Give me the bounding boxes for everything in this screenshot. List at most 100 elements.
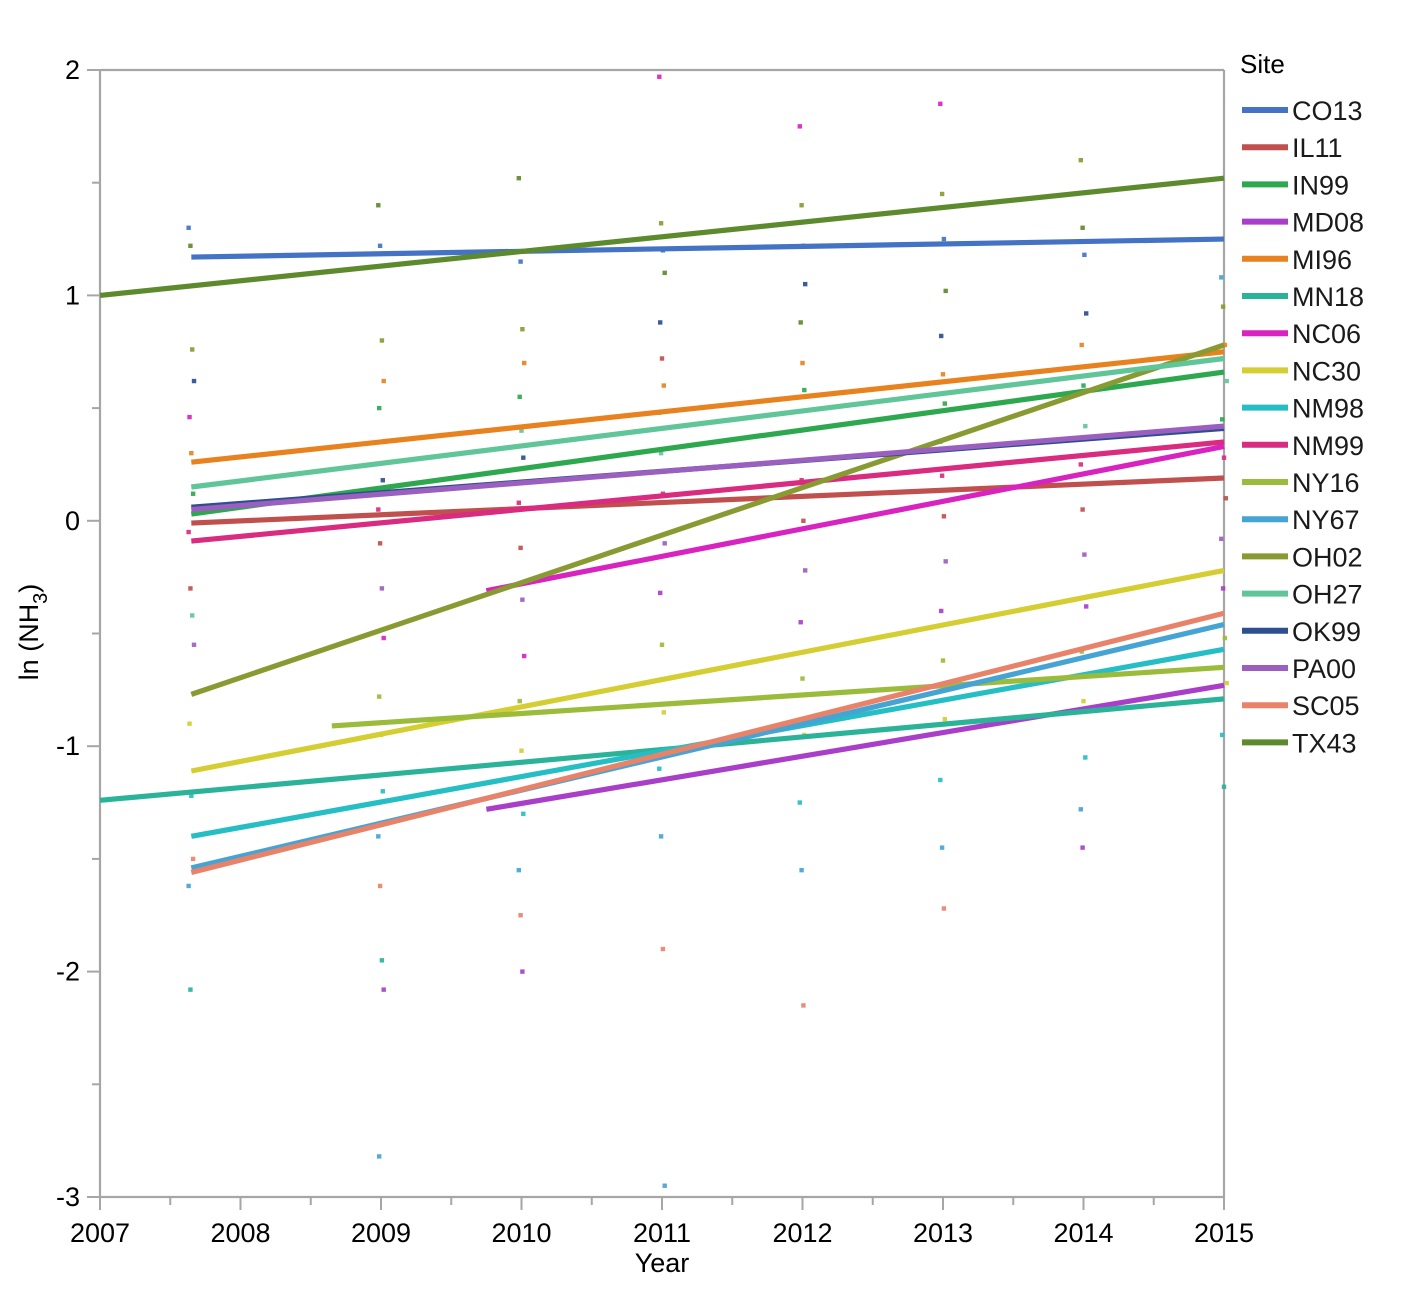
scatter-point <box>1219 536 1224 542</box>
scatter-point <box>190 491 196 496</box>
scatter-point <box>799 203 804 208</box>
scatter-point <box>1080 225 1085 230</box>
scatter-point <box>189 450 194 456</box>
y-axis-tick-labels: -3 -2 -1 0 1 2 <box>56 55 80 1212</box>
x-axis-tick-labels: 2007 2008 2009 2010 2011 2012 2013 2014 2015 <box>70 1218 1254 1248</box>
legend-label-oh02[interactable]: OH02 <box>1292 542 1363 572</box>
scatter-point <box>943 288 948 294</box>
scatter-point <box>376 507 381 512</box>
scatter-point <box>188 987 193 992</box>
legend-label-oh27[interactable]: OH27 <box>1292 580 1363 610</box>
legend-label-ny67[interactable]: NY67 <box>1292 505 1360 535</box>
legend-label-in99[interactable]: IN99 <box>1292 170 1349 200</box>
scatter-point <box>1079 342 1084 348</box>
scatter-point <box>517 698 522 704</box>
legend-label-tx43[interactable]: TX43 <box>1292 728 1357 758</box>
legend-label-nc06[interactable]: NC06 <box>1292 319 1361 349</box>
scatter-point <box>801 518 806 523</box>
legend-label-il11[interactable]: IL11 <box>1292 133 1343 163</box>
scatter-point <box>800 360 805 366</box>
legend-label-md08[interactable]: MD08 <box>1292 208 1364 238</box>
x-axis-title: Year <box>635 1248 690 1278</box>
svg-text:ln (NH3): ln (NH3) <box>14 584 52 681</box>
x-tick-label: 2010 <box>491 1218 551 1248</box>
scatter-point <box>803 568 808 573</box>
scatter-point <box>939 333 944 339</box>
scatter-point <box>1084 311 1089 316</box>
y-axis-title-close: ) <box>14 584 44 593</box>
legend-label-mi96[interactable]: MI96 <box>1292 245 1352 275</box>
scatter-point <box>186 225 191 230</box>
scatter-point <box>191 642 197 647</box>
scatter-point <box>1081 698 1086 704</box>
scatter-point <box>187 721 192 726</box>
scatter-point <box>1219 275 1224 280</box>
scatter-point <box>520 597 525 602</box>
legend-label-mn18[interactable]: MN18 <box>1292 282 1364 312</box>
trend-line-nc06 <box>485 443 1225 594</box>
scatter-point <box>1220 732 1225 738</box>
scatter-point <box>1222 342 1228 348</box>
trend-line-in99 <box>190 369 1225 517</box>
scatter-point <box>377 541 383 546</box>
scatter-point <box>518 913 523 918</box>
legend-label-nm98[interactable]: NM98 <box>1292 394 1364 424</box>
scatter-point <box>380 478 385 483</box>
trend-line-sc05 <box>190 610 1225 875</box>
x-tick-label: 2012 <box>772 1218 832 1248</box>
scatter-point <box>939 191 945 197</box>
scatter-point <box>1221 455 1227 460</box>
scatter-point <box>191 378 197 384</box>
y-axis-title-subscript: 3 <box>30 593 52 604</box>
scatter-point <box>377 1154 382 1159</box>
scatter-point <box>516 175 521 181</box>
trend-lines-layer <box>99 175 1225 875</box>
legend-label-ny16[interactable]: NY16 <box>1292 468 1360 498</box>
scatter-point <box>661 383 666 388</box>
scatter-point <box>190 613 195 618</box>
scatter-point <box>189 793 194 798</box>
legend-label-ok99[interactable]: OK99 <box>1292 617 1361 647</box>
legend-label-pa00[interactable]: PA00 <box>1292 654 1356 684</box>
legend: Site CO13 IL11 IN99 MD08 MI96 MN18 NC06 NC30 NM9… <box>1240 49 1364 758</box>
scatter-point <box>939 608 944 614</box>
scatter-point <box>658 320 663 325</box>
scatter-point <box>190 347 195 352</box>
trend-line-il11 <box>191 475 1225 526</box>
scatter-point <box>662 541 667 546</box>
y-tick-label: -2 <box>56 957 80 987</box>
scatter-point <box>1221 784 1227 789</box>
trend-line-mi96 <box>191 349 1225 465</box>
scatter-point <box>381 378 386 384</box>
scatter-point <box>939 473 945 478</box>
legend-label-nm99[interactable]: NM99 <box>1292 431 1364 461</box>
scatter-point <box>1078 157 1083 163</box>
scatter-point <box>657 74 662 79</box>
scatter-point <box>190 856 196 862</box>
scatter-point <box>659 356 665 361</box>
scatter-point <box>381 635 386 641</box>
scatter-point <box>800 676 805 681</box>
scatter-point <box>1082 552 1087 557</box>
scatter-point <box>942 401 947 406</box>
scatter-point <box>940 658 946 663</box>
scatter-point <box>521 455 526 460</box>
scatter-point <box>1078 462 1083 467</box>
x-tick-label: 2013 <box>913 1218 973 1248</box>
trend-line-oh27 <box>191 355 1225 490</box>
scatter-point <box>518 545 523 551</box>
scatter-point <box>938 777 943 783</box>
trend-line-md08 <box>485 682 1225 812</box>
scatter-point <box>941 906 947 911</box>
y-axis-title-base: ln (NH <box>14 604 44 681</box>
y-tick-label: -1 <box>56 731 80 761</box>
legend-label-sc05[interactable]: SC05 <box>1292 691 1360 721</box>
scatter-point <box>377 243 383 249</box>
scatter-point <box>186 529 191 535</box>
scatter-point <box>942 716 947 722</box>
scatter-point <box>943 559 948 564</box>
scatter-point <box>797 124 802 129</box>
legend-label-co13[interactable]: CO13 <box>1292 96 1363 126</box>
legend-label-nc30[interactable]: NC30 <box>1292 356 1361 386</box>
x-tick-label: 2014 <box>1053 1218 1113 1248</box>
